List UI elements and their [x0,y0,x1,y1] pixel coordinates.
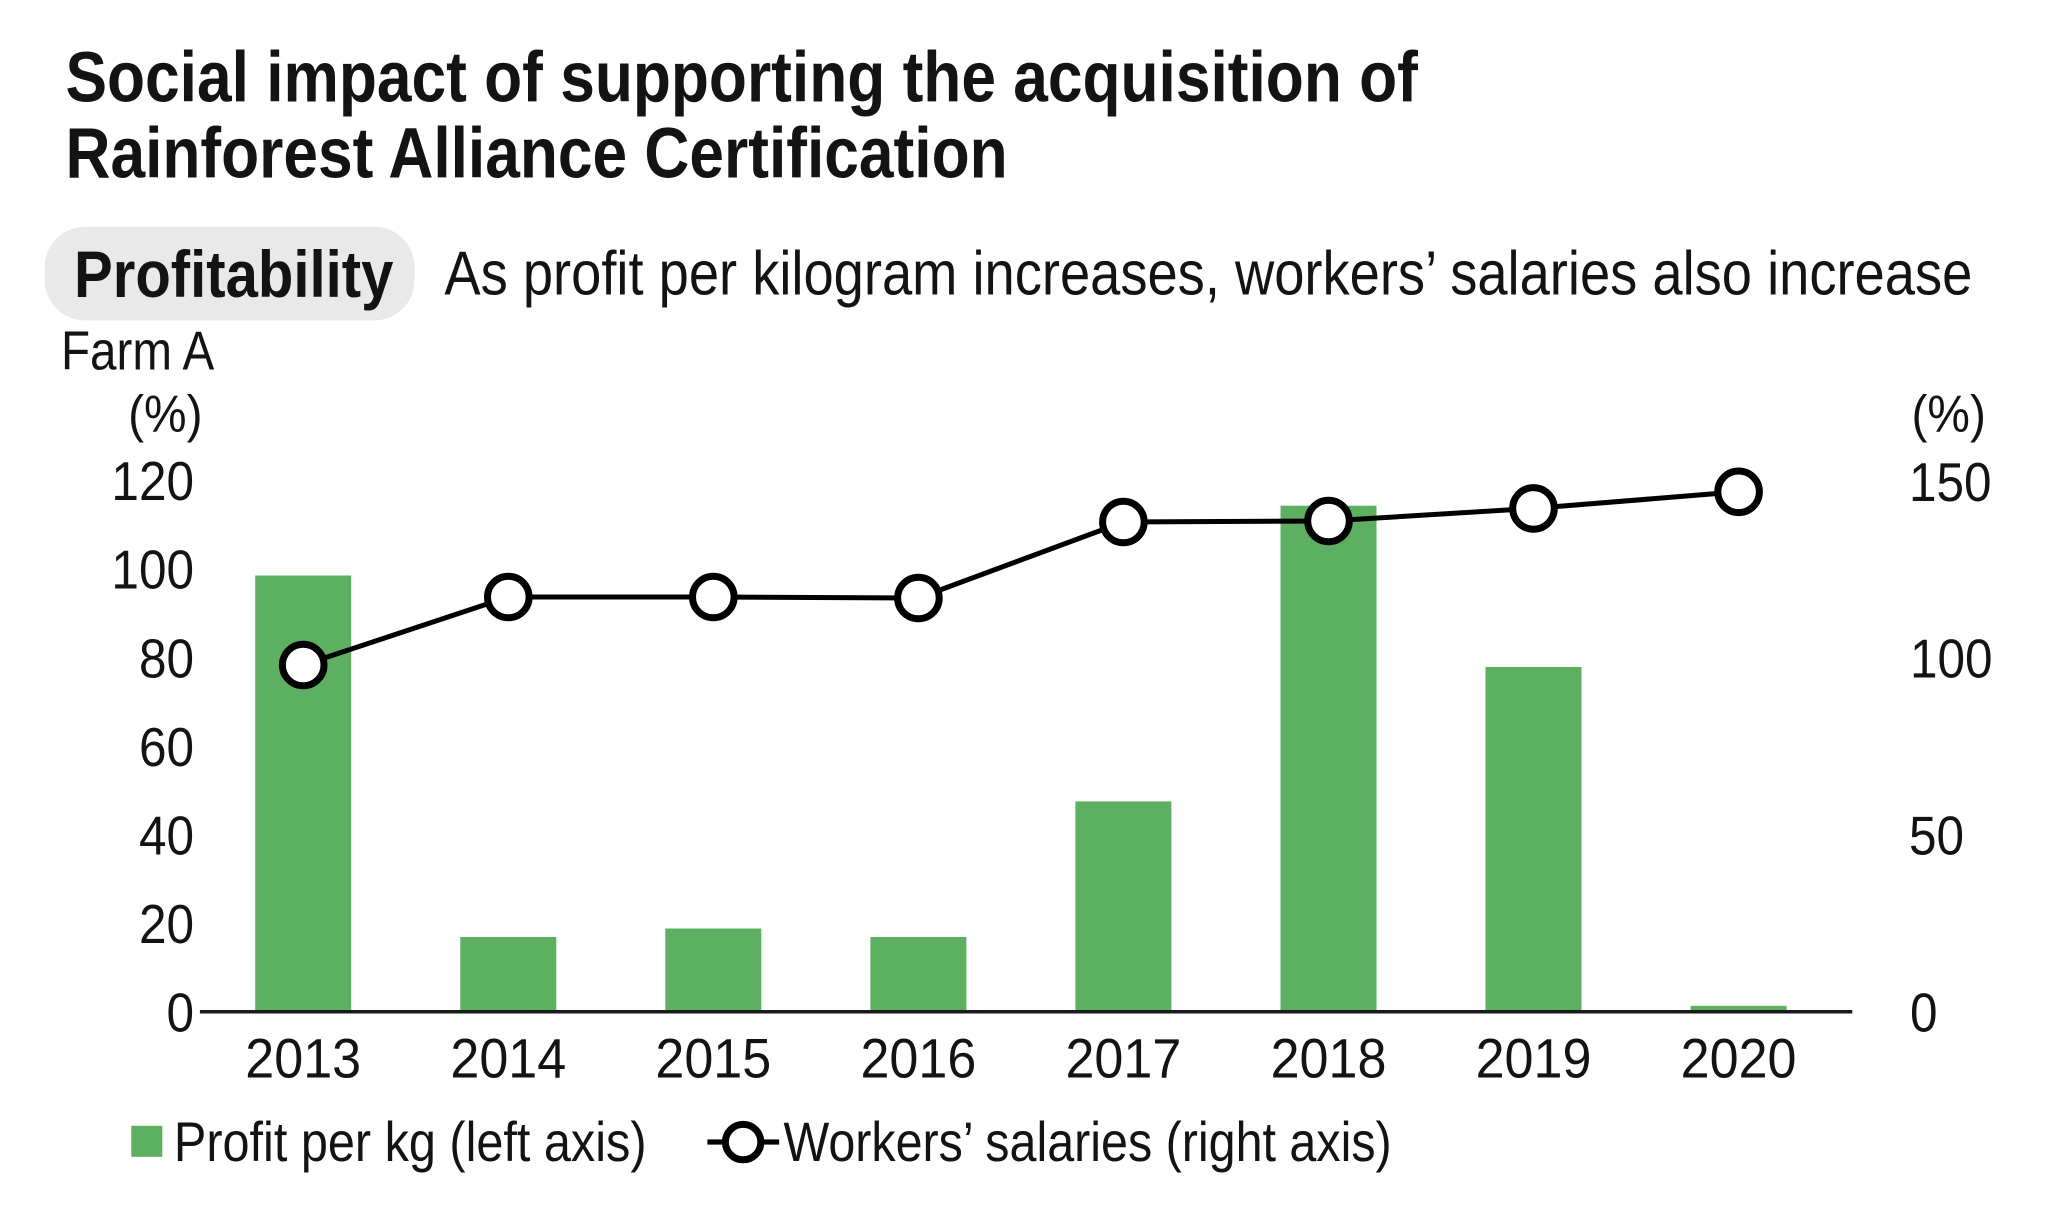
svg-text:60: 60 [139,718,194,779]
svg-text:0: 0 [1910,983,1938,1044]
svg-text:2017: 2017 [1065,1028,1181,1090]
svg-text:2015: 2015 [655,1028,771,1090]
svg-text:Rainforest Alliance Certificat: Rainforest Alliance Certification [66,115,1008,194]
svg-text:150: 150 [1909,452,1992,513]
svg-text:Workers’ salaries (right axis): Workers’ salaries (right axis) [784,1112,1392,1174]
svg-text:2013: 2013 [245,1028,361,1090]
svg-text:2016: 2016 [860,1028,976,1090]
svg-text:(%): (%) [128,385,202,443]
svg-text:80: 80 [139,629,194,690]
svg-text:100: 100 [1910,629,1993,690]
svg-text:Farm A: Farm A [61,319,215,381]
svg-text:0: 0 [166,983,194,1044]
svg-text:2014: 2014 [450,1028,566,1090]
svg-text:Profitability: Profitability [74,239,394,312]
svg-text:2020: 2020 [1681,1028,1797,1090]
svg-text:As profit per kilogram increas: As profit per kilogram increases, worker… [444,239,1972,308]
svg-text:20: 20 [139,895,194,956]
svg-text:2019: 2019 [1476,1028,1592,1090]
svg-text:50: 50 [1909,806,1964,867]
svg-text:(%): (%) [1912,385,1986,443]
svg-text:100: 100 [111,540,194,601]
svg-text:2018: 2018 [1271,1028,1387,1090]
svg-text:Profit per kg (left axis): Profit per kg (left axis) [174,1112,647,1174]
svg-text:40: 40 [139,806,194,867]
svg-text:120: 120 [111,452,194,513]
svg-text:Social impact of supporting th: Social impact of supporting the acquisit… [66,39,1419,118]
